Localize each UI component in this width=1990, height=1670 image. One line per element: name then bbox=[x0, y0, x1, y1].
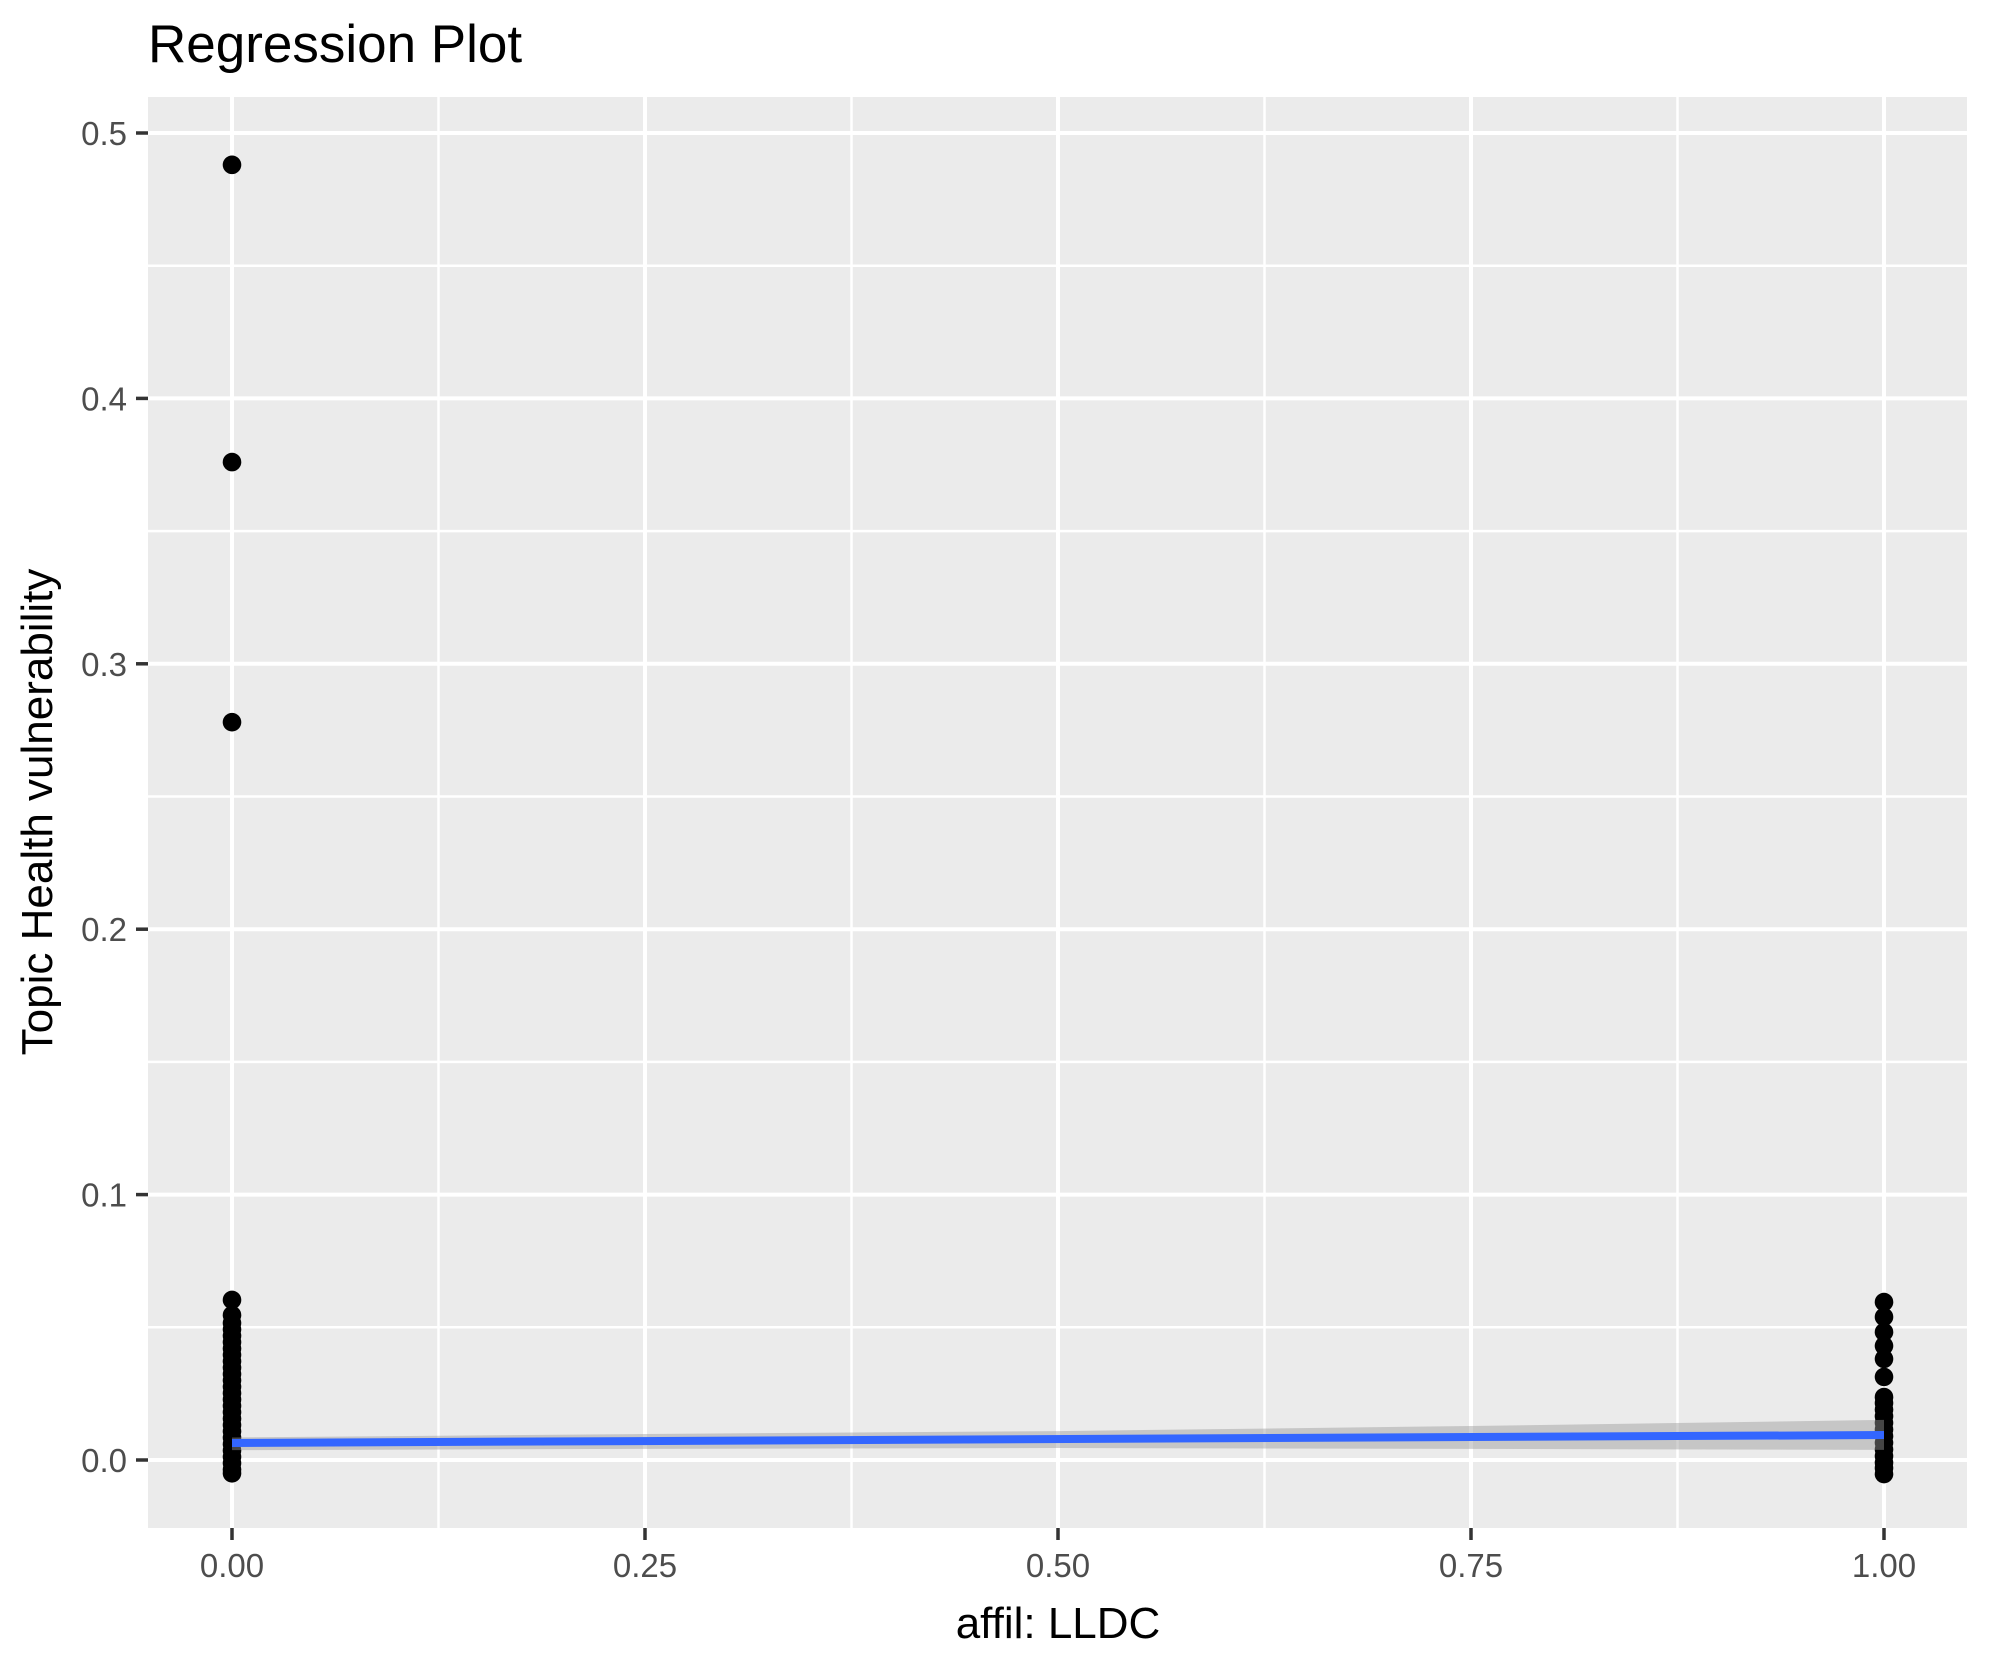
regression-line bbox=[231, 1431, 1885, 1448]
x-tick-label: 0.75 bbox=[1439, 1547, 1503, 1584]
data-point bbox=[1874, 1292, 1894, 1312]
y-tick-label: 0.0 bbox=[81, 1442, 127, 1479]
regression-smooth bbox=[231, 1419, 1885, 1451]
scatter-points bbox=[222, 155, 1894, 1484]
data-point bbox=[1874, 1322, 1894, 1342]
data-point bbox=[1874, 1367, 1894, 1387]
data-point bbox=[222, 155, 242, 175]
data-point bbox=[222, 452, 242, 472]
data-point bbox=[1874, 1336, 1894, 1356]
y-tick-label: 0.5 bbox=[81, 115, 127, 152]
data-point bbox=[1874, 1464, 1894, 1484]
x-tick-label: 0.25 bbox=[613, 1547, 677, 1584]
data-point bbox=[222, 1290, 242, 1310]
axis-ticks bbox=[136, 131, 1886, 1540]
data-point bbox=[222, 712, 242, 732]
x-axis-title: affil: LLDC bbox=[956, 1599, 1161, 1648]
data-point bbox=[1874, 1349, 1894, 1369]
x-tick-label: 0.00 bbox=[200, 1547, 264, 1584]
axis-tick-labels: 0.0 0.1 0.2 0.3 0.4 0.5 0.00 0.25 0.50 0.75 1.00 bbox=[81, 115, 1916, 1584]
data-point bbox=[222, 1463, 242, 1483]
y-tick-label: 0.4 bbox=[81, 380, 127, 417]
y-tick-label: 0.2 bbox=[81, 911, 127, 948]
gridlines-major bbox=[148, 97, 1967, 1528]
plot-title: Regression Plot bbox=[148, 15, 522, 74]
x-tick-label: 1.00 bbox=[1852, 1547, 1916, 1584]
y-tick-label: 0.3 bbox=[81, 646, 127, 683]
y-tick-label: 0.1 bbox=[81, 1177, 127, 1214]
y-axis-title: Topic Health vulnerability bbox=[13, 569, 62, 1056]
x-tick-label: 0.50 bbox=[1026, 1547, 1090, 1584]
data-point bbox=[1874, 1307, 1894, 1327]
